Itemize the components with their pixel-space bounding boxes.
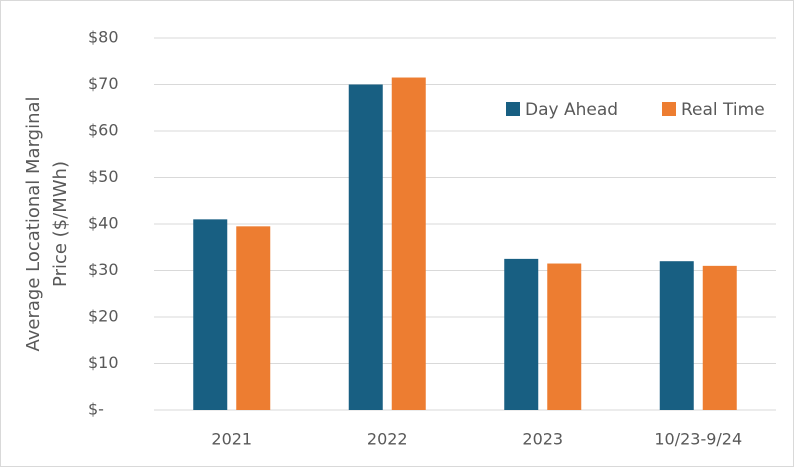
y-tick-label: $20 xyxy=(88,307,119,326)
y-tick-label: $30 xyxy=(88,260,119,279)
bar xyxy=(547,263,582,410)
legend-label: Real Time xyxy=(681,100,765,120)
bar xyxy=(391,77,426,411)
x-tick-label: 2022 xyxy=(367,430,408,449)
y-tick-label: $80 xyxy=(88,28,119,47)
y-tick-label: $- xyxy=(88,400,104,419)
bar xyxy=(236,226,271,410)
y-tick-label: $70 xyxy=(88,74,119,93)
x-tick-label: 2021 xyxy=(211,430,252,449)
y-tick-label: $40 xyxy=(88,214,119,233)
x-tick-label: 2023 xyxy=(522,430,563,449)
x-tick-label: 10/23-9/24 xyxy=(654,430,742,449)
legend-swatch xyxy=(662,102,676,116)
legend-label: Day Ahead xyxy=(525,100,618,120)
y-tick-label: $10 xyxy=(88,353,119,372)
y-tick-label: $50 xyxy=(88,167,119,186)
bar xyxy=(193,219,228,410)
bar xyxy=(348,84,383,410)
bar xyxy=(504,258,539,410)
bar xyxy=(659,261,694,410)
y-axis-label: Average Locational Marginal xyxy=(23,96,44,351)
y-tick-label: $60 xyxy=(88,121,119,140)
bar xyxy=(702,265,737,410)
y-axis-label: Price ($/MWh) xyxy=(50,161,71,287)
legend-swatch xyxy=(506,102,520,116)
